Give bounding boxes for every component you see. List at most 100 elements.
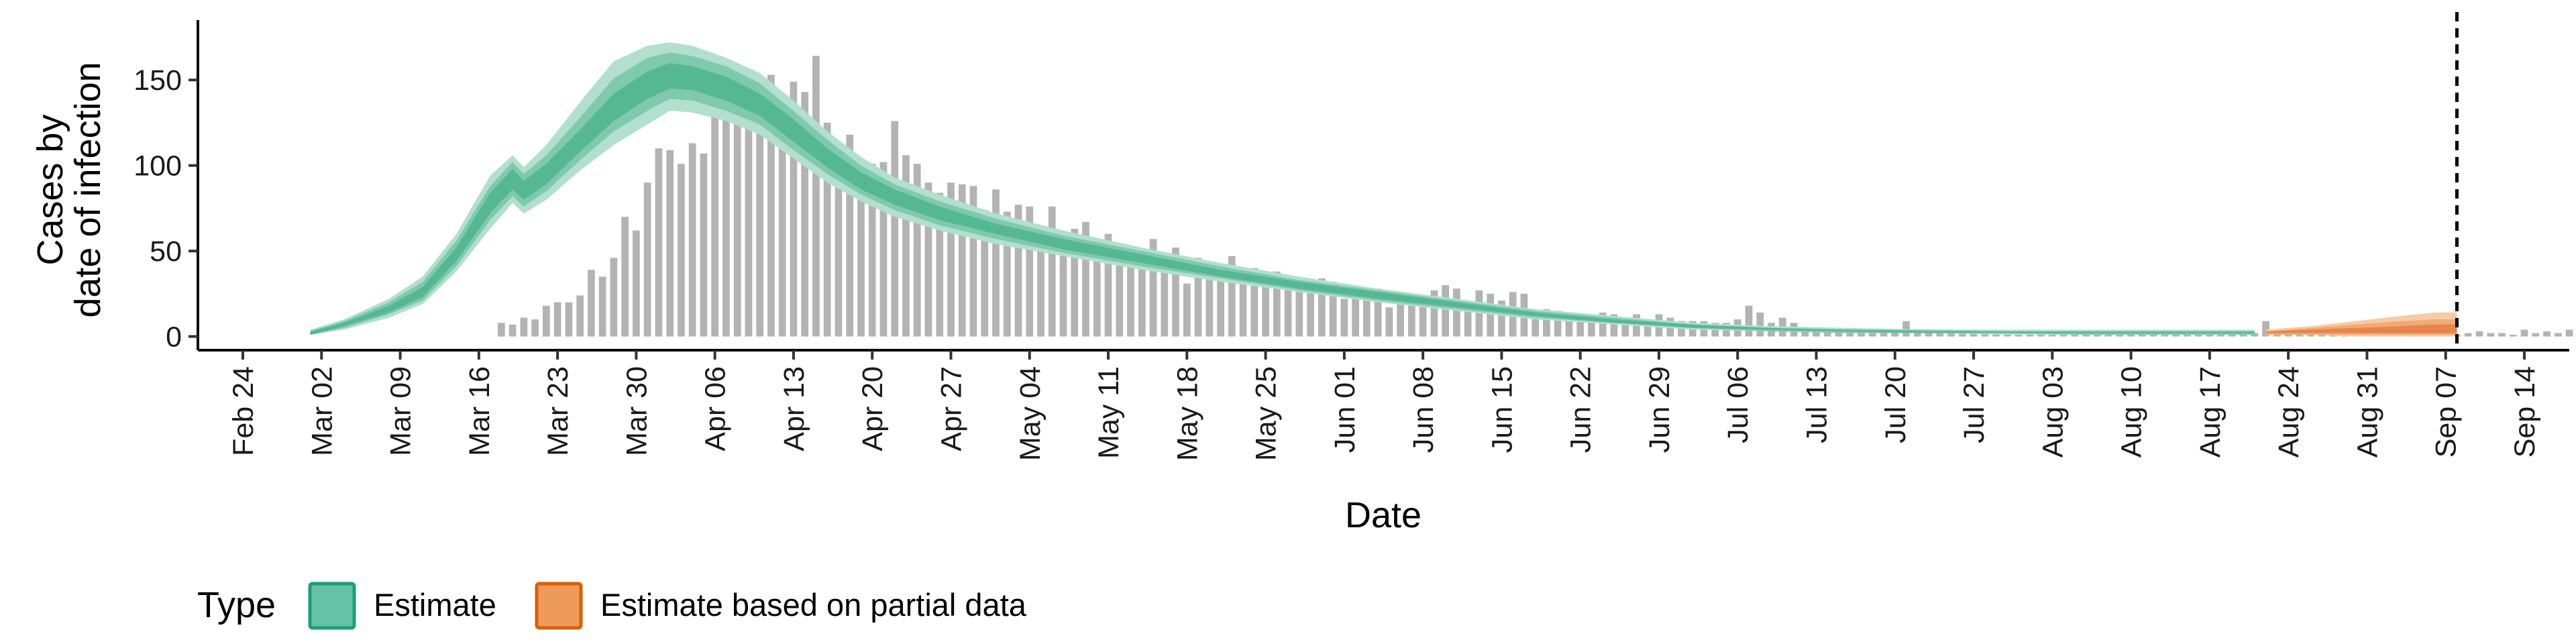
case-bar bbox=[767, 74, 775, 337]
case-bar bbox=[700, 153, 708, 337]
x-tick-label: Mar 30 bbox=[621, 366, 653, 456]
case-bar bbox=[1329, 282, 1337, 337]
case-bar bbox=[1239, 276, 1247, 337]
case-bar bbox=[598, 276, 606, 337]
x-tick-label: Sep 14 bbox=[2509, 366, 2541, 458]
case-bar bbox=[531, 319, 539, 337]
x-tick-label: May 04 bbox=[1014, 366, 1046, 461]
case-bar bbox=[1026, 206, 1034, 337]
case-bar bbox=[1565, 312, 1573, 337]
x-tick-label: Jun 01 bbox=[1329, 366, 1361, 453]
x-tick-label: Apr 13 bbox=[778, 366, 810, 451]
y-axis-title-line-2: date of infection bbox=[68, 62, 108, 317]
case-bar bbox=[2262, 321, 2270, 337]
case-bar bbox=[1059, 235, 1067, 337]
x-tick-label: May 25 bbox=[1250, 366, 1283, 461]
case-bar bbox=[2509, 335, 2517, 337]
case-bar bbox=[1858, 331, 1865, 337]
case-bar bbox=[1307, 283, 1314, 337]
case-bar bbox=[1925, 333, 1933, 337]
legend-swatch-partial bbox=[535, 582, 583, 630]
case-bar bbox=[1217, 278, 1224, 337]
case-bar bbox=[812, 56, 820, 337]
case-bar bbox=[790, 81, 798, 337]
case-bar bbox=[913, 164, 921, 337]
case-bar bbox=[1913, 331, 1921, 337]
case-bar bbox=[1071, 229, 1079, 337]
case-bar bbox=[868, 164, 876, 337]
case-bar bbox=[1385, 307, 1393, 337]
case-bar bbox=[1149, 239, 1157, 337]
legend-title: Type bbox=[197, 585, 276, 625]
x-tick-label: Jun 29 bbox=[1644, 366, 1676, 453]
case-bar bbox=[801, 92, 809, 337]
case-bar bbox=[1397, 299, 1404, 337]
y-tick-label: 100 bbox=[133, 150, 182, 182]
y-axis-title-line-1: Cases by bbox=[30, 114, 70, 265]
case-bar bbox=[520, 317, 528, 337]
x-tick-label: Apr 27 bbox=[935, 366, 967, 451]
case-bar bbox=[1138, 262, 1146, 337]
case-bar bbox=[1363, 297, 1371, 337]
x-tick-label: Aug 03 bbox=[2037, 366, 2069, 458]
x-tick-label: Jun 15 bbox=[1486, 366, 1518, 453]
case-bar bbox=[1880, 331, 1888, 337]
x-tick-label: Jul 27 bbox=[1958, 366, 1990, 443]
case-bar bbox=[643, 182, 651, 337]
case-bar bbox=[1194, 258, 1202, 337]
case-bar bbox=[1936, 331, 1944, 337]
case-bar bbox=[1003, 211, 1011, 337]
case-bar bbox=[823, 122, 831, 337]
case-bar bbox=[1284, 280, 1292, 337]
case-bar bbox=[2251, 333, 2259, 337]
x-tick-label: Aug 31 bbox=[2351, 366, 2383, 458]
legend: Type Estimate Estimate based on partial … bbox=[197, 582, 1027, 630]
case-bar bbox=[1823, 329, 1831, 337]
case-bar bbox=[1756, 312, 1764, 337]
case-bar bbox=[1374, 288, 1382, 337]
case-bar bbox=[1104, 233, 1112, 337]
case-bar bbox=[992, 189, 1000, 337]
case-bar bbox=[1464, 302, 1472, 337]
case-bar bbox=[1992, 333, 2000, 337]
case-bar bbox=[1340, 299, 1348, 337]
case-bar bbox=[508, 324, 517, 337]
x-tick-label: Apr 06 bbox=[700, 366, 732, 451]
case-bar bbox=[1554, 311, 1562, 337]
case-bar bbox=[2498, 333, 2506, 337]
x-tick-label: Mar 09 bbox=[385, 366, 417, 456]
case-bar bbox=[1419, 295, 1427, 337]
x-tick-label: Sep 07 bbox=[2430, 366, 2463, 458]
case-bar bbox=[1813, 329, 1820, 337]
x-tick-label: Jul 20 bbox=[1880, 366, 1912, 443]
case-bar bbox=[1318, 278, 1326, 337]
legend-label-estimate: Estimate bbox=[374, 587, 496, 623]
observed-case-bars bbox=[497, 56, 2573, 337]
x-tick-label: May 11 bbox=[1093, 366, 1125, 459]
case-bar bbox=[1588, 316, 1595, 337]
case-bar bbox=[678, 164, 685, 337]
case-bar bbox=[1093, 251, 1101, 337]
case-bar bbox=[879, 162, 888, 337]
x-tick-label: Jun 22 bbox=[1565, 366, 1597, 453]
case-bar bbox=[1205, 268, 1214, 337]
case-bar bbox=[1408, 299, 1415, 337]
case-bar bbox=[1902, 321, 1910, 337]
case-bar bbox=[1262, 285, 1269, 337]
case-bar bbox=[588, 270, 595, 337]
case-bar bbox=[2543, 331, 2551, 337]
case-bar bbox=[1487, 293, 1495, 337]
case-bar bbox=[1048, 206, 1056, 337]
case-bar bbox=[1172, 248, 1179, 337]
partial-band-inner bbox=[2265, 324, 2457, 333]
legend-label-partial: Estimate based on partial data bbox=[600, 587, 1027, 623]
x-tick-label: May 18 bbox=[1171, 366, 1203, 461]
case-bar bbox=[722, 100, 730, 337]
case-bar bbox=[1127, 251, 1134, 337]
case-bar bbox=[1644, 319, 1652, 337]
case-bar bbox=[981, 209, 989, 337]
case-bar bbox=[576, 295, 584, 337]
case-bar bbox=[553, 302, 561, 337]
case-bar bbox=[846, 134, 854, 337]
case-bar bbox=[1082, 221, 1089, 337]
